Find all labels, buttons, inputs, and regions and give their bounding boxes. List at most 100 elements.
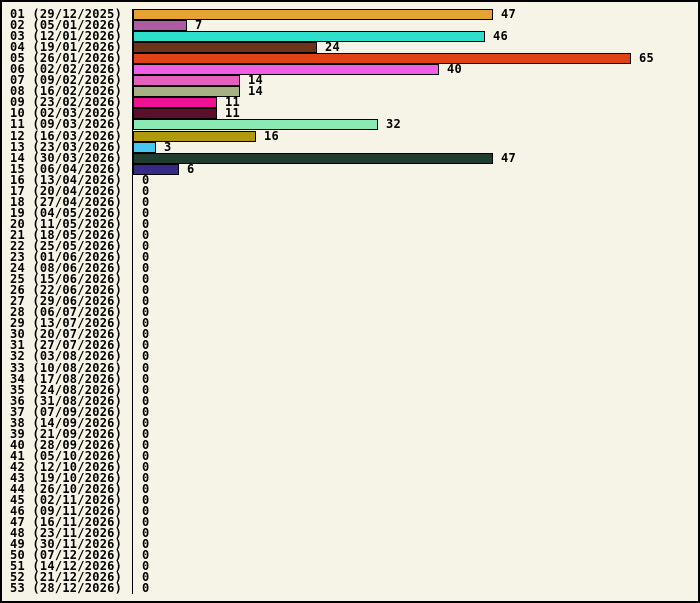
bar-value: 0 xyxy=(142,426,150,441)
chart-row: 03 (12/01/2026) 46 xyxy=(2,30,698,43)
chart-row: 48 (23/11/2026) 0 xyxy=(2,526,698,541)
bar-value: 47 xyxy=(501,150,516,165)
chart-row: 30 (20/07/2026) 0 xyxy=(2,327,698,342)
chart-row: 14 (30/03/2026) 47 xyxy=(2,150,698,165)
week-label: 53 (28/12/2026) xyxy=(10,581,123,596)
chart-row: 45 (02/11/2026) 0 xyxy=(2,493,698,508)
chart-row: 36 (31/08/2026) 0 xyxy=(2,393,698,408)
chart-row: 43 (19/10/2026) 0 xyxy=(2,472,698,484)
bar-value: 0 xyxy=(142,437,150,452)
bar xyxy=(133,119,378,131)
bar xyxy=(133,86,240,98)
week-label: 12 (16/03/2026) xyxy=(10,128,123,143)
week-label: 23 (01/06/2026) xyxy=(10,250,123,265)
bar-track: 32 xyxy=(133,118,698,131)
chart-row: 15 (06/04/2026) 6 xyxy=(2,161,698,176)
chart-row: 38 (14/09/2026) 0 xyxy=(2,417,698,429)
bar-track: 0 xyxy=(133,373,698,385)
chart-row: 04 (19/01/2026) 24 xyxy=(2,41,698,54)
bar-value: 0 xyxy=(142,537,150,552)
chart-row: 52 (21/12/2026) 0 xyxy=(2,571,698,583)
chart-row: 50 (07/12/2026) 0 xyxy=(2,548,698,563)
week-label: 40 (28/09/2026) xyxy=(10,437,123,452)
chart-row: 17 (20/04/2026) 0 xyxy=(2,183,698,198)
bar-value: 0 xyxy=(142,272,150,287)
chart-row: 25 (15/06/2026) 0 xyxy=(2,272,698,287)
bar-value: 0 xyxy=(142,548,150,563)
week-label: 08 (16/02/2026) xyxy=(10,84,123,99)
bar-value: 0 xyxy=(142,382,150,397)
chart-rows: 01 (29/12/2025) 47 02 (05/01/2026) 7 03 (12/… xyxy=(2,8,698,596)
bar-value: 0 xyxy=(142,493,150,508)
week-label: 19 (04/05/2026) xyxy=(10,205,123,220)
bar-track: 0 xyxy=(133,295,698,307)
bar-value: 0 xyxy=(142,250,150,265)
chart-row: 01 (29/12/2025) 47 xyxy=(2,8,698,21)
bar-value: 0 xyxy=(142,526,150,541)
bar-value: 0 xyxy=(142,448,150,463)
bar-value: 11 xyxy=(225,106,240,121)
week-label: 46 (09/11/2026) xyxy=(10,504,123,519)
bar-track: 47 xyxy=(133,8,698,21)
chart-row: 12 (16/03/2026) 16 xyxy=(2,128,698,143)
bar-track: 0 xyxy=(133,559,698,574)
week-label: 05 (26/01/2026) xyxy=(10,51,123,66)
bar-track: 0 xyxy=(133,459,698,474)
bar-track: 0 xyxy=(133,404,698,419)
bar-track: 0 xyxy=(133,327,698,342)
week-label: 32 (03/08/2026) xyxy=(10,349,123,364)
bar-track: 16 xyxy=(133,130,698,142)
bar-value: 0 xyxy=(142,305,150,320)
week-label: 17 (20/04/2026) xyxy=(10,183,123,198)
week-label: 09 (23/02/2026) xyxy=(10,95,123,110)
week-label: 07 (09/02/2026) xyxy=(10,73,123,88)
chart-row: 53 (28/12/2026) 0 xyxy=(2,581,698,596)
bar xyxy=(133,141,156,153)
bar-value: 0 xyxy=(142,349,150,364)
bar-track: 0 xyxy=(133,316,698,331)
week-label: 30 (20/07/2026) xyxy=(10,327,123,342)
bar-track: 0 xyxy=(133,582,698,594)
bar-value: 0 xyxy=(142,459,150,474)
bar xyxy=(133,163,179,175)
chart-row: 46 (09/11/2026) 0 xyxy=(2,504,698,519)
bar-value: 0 xyxy=(142,316,150,331)
bar-value: 0 xyxy=(142,404,150,419)
chart-row: 34 (17/08/2026) 0 xyxy=(2,373,698,385)
week-label: 21 (18/05/2026) xyxy=(10,227,123,242)
chart-row: 05 (26/01/2026) 65 xyxy=(2,51,698,66)
chart-row: 22 (25/05/2026) 0 xyxy=(2,240,698,252)
week-label: 25 (15/06/2026) xyxy=(10,272,123,287)
bar xyxy=(133,75,240,87)
week-label: 14 (30/03/2026) xyxy=(10,150,123,165)
chart-row: 44 (26/10/2026) 0 xyxy=(2,483,698,495)
week-label: 36 (31/08/2026) xyxy=(10,393,123,408)
bar-value: 6 xyxy=(187,161,195,176)
bar-track: 11 xyxy=(133,96,698,109)
bar-track: 0 xyxy=(133,417,698,429)
chart-row: 33 (10/08/2026) 0 xyxy=(2,362,698,374)
chart-row: 32 (03/08/2026) 0 xyxy=(2,349,698,364)
bar-value: 0 xyxy=(142,327,150,342)
chart-row: 29 (13/07/2026) 0 xyxy=(2,316,698,331)
chart-row: 41 (05/10/2026) 0 xyxy=(2,448,698,463)
chart-row: 09 (23/02/2026) 11 xyxy=(2,95,698,110)
bar-track: 0 xyxy=(133,183,698,198)
bar-track: 0 xyxy=(133,174,698,186)
bar-value: 65 xyxy=(639,51,654,66)
y-axis-line xyxy=(132,9,133,594)
bar-value: 0 xyxy=(142,559,150,574)
bar-value: 0 xyxy=(142,261,150,276)
bar-track: 0 xyxy=(133,448,698,463)
bar-value: 0 xyxy=(142,216,150,231)
bar-track: 0 xyxy=(133,362,698,374)
bar-value: 0 xyxy=(142,515,150,530)
bar-value: 0 xyxy=(142,183,150,198)
bar-track: 7 xyxy=(133,19,698,32)
bar-value: 0 xyxy=(142,227,150,242)
week-label: 29 (13/07/2026) xyxy=(10,316,123,331)
bar-value: 0 xyxy=(142,205,150,220)
week-label: 45 (02/11/2026) xyxy=(10,493,123,508)
week-label: 06 (02/02/2026) xyxy=(10,62,123,77)
